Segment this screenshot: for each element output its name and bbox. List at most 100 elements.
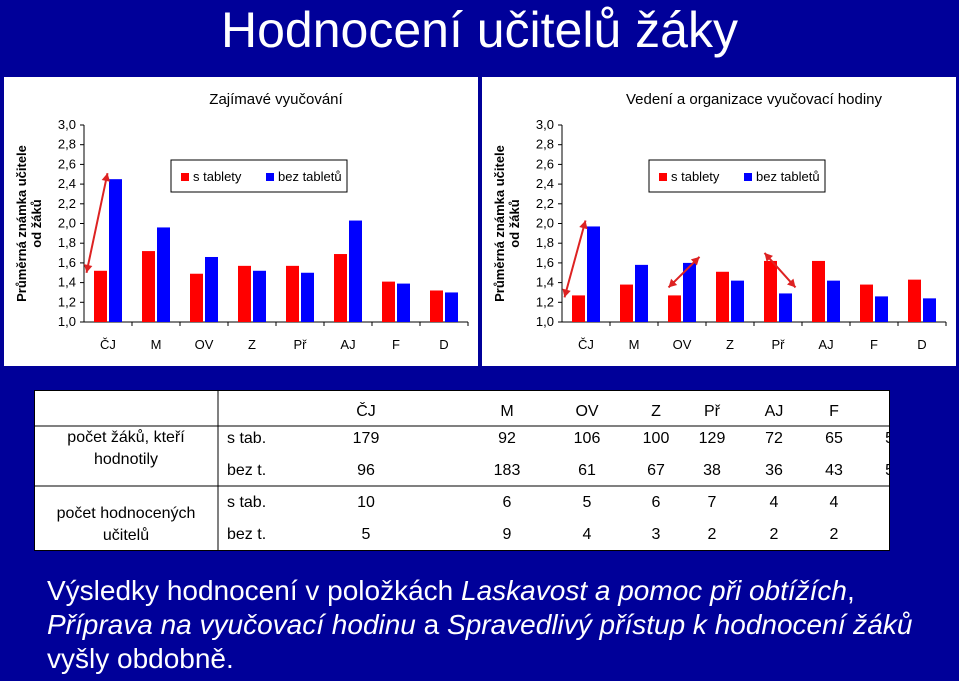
x-tick-label: Z bbox=[726, 337, 734, 352]
arrow-shaft bbox=[563, 220, 587, 298]
table-cell: 4 bbox=[830, 494, 839, 511]
bar-bez-tabletu bbox=[397, 283, 410, 322]
table-group-label: počet hodnocených bbox=[57, 505, 196, 522]
x-tick-label: M bbox=[629, 337, 640, 352]
arrow-head bbox=[83, 264, 93, 273]
y-tick-label: 3,0 bbox=[536, 117, 554, 132]
arrow-head bbox=[562, 288, 571, 298]
y-tick-label: 3,0 bbox=[58, 117, 76, 132]
y-axis-label-line-2: od žáků bbox=[507, 199, 522, 247]
y-tick-label: 1,8 bbox=[58, 235, 76, 250]
table-sub-label: s tab. bbox=[227, 494, 266, 511]
bar-bez-tabletu bbox=[875, 296, 888, 322]
table-cell: 9 bbox=[503, 526, 512, 543]
table-cell: 129 bbox=[699, 430, 726, 447]
legend-swatch bbox=[744, 173, 752, 181]
table-cell: 2 bbox=[770, 526, 779, 543]
table-cell: 3 bbox=[652, 526, 661, 543]
bar-s-tablety bbox=[860, 284, 873, 322]
legend-label: s tablety bbox=[193, 169, 242, 184]
x-tick-label: D bbox=[439, 337, 448, 352]
table-cell: 183 bbox=[494, 462, 521, 479]
table-header-cell: OV bbox=[575, 403, 598, 420]
y-tick-label: 2,2 bbox=[536, 196, 554, 211]
legend: s tablety bez tabletů bbox=[648, 159, 826, 193]
y-axis-label-line-2: od žáků bbox=[29, 199, 44, 247]
table-cell: 53 bbox=[885, 430, 890, 447]
footer-text: Výsledky hodnocení v položkách Laskavost… bbox=[47, 574, 937, 676]
x-tick-label: M bbox=[151, 337, 162, 352]
table-cell: 6 bbox=[652, 494, 661, 511]
y-tick-label: 1,6 bbox=[536, 255, 554, 270]
legend-box bbox=[648, 159, 826, 193]
table-cell: 4 bbox=[770, 494, 779, 511]
legend-label: bez tabletů bbox=[756, 169, 820, 184]
table-cell: 36 bbox=[765, 462, 783, 479]
bar-s-tablety bbox=[382, 281, 395, 322]
bar-bez-tabletu bbox=[157, 227, 170, 322]
y-tick-label: 1,8 bbox=[536, 235, 554, 250]
chart-title: Zajímavé vyučování bbox=[209, 91, 343, 108]
table-cell: 7 bbox=[708, 494, 717, 511]
bar-bez-tabletu bbox=[923, 298, 936, 322]
chart-panel-zajimave-vyucovani: Zajímavé vyučování Průměrná známka učitel… bbox=[4, 77, 478, 366]
arrow-head bbox=[579, 220, 588, 230]
table-cell: 67 bbox=[647, 462, 665, 479]
page-title: Hodnocení učitelů žáky bbox=[221, 2, 738, 58]
bar-s-tablety bbox=[908, 279, 921, 322]
table-cell: 96 bbox=[357, 462, 375, 479]
arrow-head bbox=[787, 278, 796, 288]
footer-part-3: , bbox=[847, 575, 855, 606]
y-tick-label: 1,6 bbox=[58, 255, 76, 270]
bar-bez-tabletu bbox=[301, 272, 314, 322]
y-axis-label: Průměrná známka učiteleod žáků bbox=[492, 145, 522, 302]
footer-part-7: vyšly obdobně. bbox=[47, 643, 234, 674]
table-header-cell: Př bbox=[704, 403, 721, 420]
table-header-cell: AJ bbox=[765, 403, 784, 420]
bar-bez-tabletu bbox=[635, 264, 648, 322]
bar-s-tablety bbox=[668, 295, 681, 322]
legend-label: bez tabletů bbox=[278, 169, 342, 184]
bar-bez-tabletu bbox=[683, 262, 696, 322]
table-cell: 6 bbox=[503, 494, 512, 511]
x-tick-label: AJ bbox=[340, 337, 355, 352]
legend-swatch bbox=[659, 173, 667, 181]
bar-bez-tabletu bbox=[445, 292, 458, 322]
arrow-head bbox=[101, 173, 111, 182]
footer-item-laskavost: Laskavost a pomoc při obtížích bbox=[461, 575, 848, 606]
table-cell: 100 bbox=[643, 430, 670, 447]
arrow-shaft bbox=[85, 172, 109, 273]
bar-bez-tabletu bbox=[349, 220, 362, 322]
table-cell: 106 bbox=[574, 430, 601, 447]
table-cell: 2 bbox=[708, 526, 717, 543]
table-cell: 2 bbox=[830, 526, 839, 543]
table-group-label: hodnotily bbox=[94, 451, 158, 468]
bar-s-tablety bbox=[430, 290, 443, 322]
y-tick-label: 2,6 bbox=[536, 156, 554, 171]
table-cell: 55 bbox=[885, 462, 890, 479]
y-tick-label: 2,8 bbox=[536, 137, 554, 152]
y-tick-label: 1,0 bbox=[58, 314, 76, 329]
table-cell: 72 bbox=[765, 430, 783, 447]
table-cell: 179 bbox=[353, 430, 380, 447]
bar-s-tablety bbox=[716, 271, 729, 322]
bar-s-tablety bbox=[334, 254, 347, 322]
double-arrow bbox=[667, 256, 701, 289]
footer-item-spravedlivy: Spravedlivý přístup k hodnocení žáků bbox=[447, 609, 913, 640]
table-cell: 5 bbox=[583, 494, 592, 511]
x-tick-label: ČJ bbox=[578, 337, 594, 352]
bar-bez-tabletu bbox=[109, 179, 122, 322]
x-tick-label: OV bbox=[673, 337, 692, 352]
table-cell: 43 bbox=[825, 462, 843, 479]
bar-s-tablety bbox=[572, 295, 585, 322]
table-header-cell: F bbox=[829, 403, 839, 420]
y-tick-label: 2,4 bbox=[536, 176, 554, 191]
double-arrow bbox=[83, 172, 111, 273]
bar-bez-tabletu bbox=[587, 226, 600, 322]
table-group-label: učitelů bbox=[103, 526, 149, 544]
legend-swatch bbox=[181, 173, 189, 181]
data-table-grid: ČJ M OV Z Př AJ F Dpočet žáků, kteří hodnotily s … bbox=[34, 390, 890, 551]
x-tick-label: AJ bbox=[818, 337, 833, 352]
table-border bbox=[34, 390, 890, 551]
bar-s-tablety bbox=[190, 273, 203, 322]
